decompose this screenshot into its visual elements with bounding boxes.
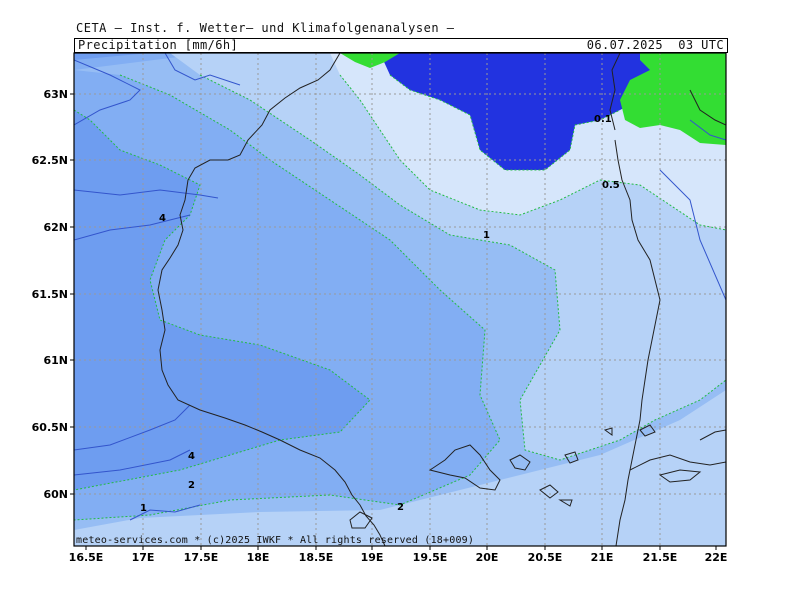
- contour-label-2-east: 2: [397, 502, 404, 513]
- contour-label-4-north: 4: [159, 213, 166, 224]
- band-deep-blue: [380, 53, 700, 170]
- copyright-footer: meteo-services.com * (c)2025 IWKF * All …: [76, 535, 475, 546]
- contour-label-0.5: 0.5: [602, 180, 620, 191]
- lon-label: 22E: [705, 551, 728, 564]
- lon-label: 21.5E: [643, 551, 678, 564]
- lat-label: 61N: [43, 354, 68, 367]
- lon-label: 17E: [132, 551, 155, 564]
- lat-label: 60.5N: [32, 421, 68, 434]
- band-dry-green-small: [340, 53, 400, 68]
- contour-label-4-south: 4: [188, 451, 195, 462]
- band-dry-green: [620, 53, 726, 145]
- latitude-labels: 63N 62.5N 62N 61.5N 61N 60.5N 60N: [32, 88, 68, 501]
- rivers: [74, 53, 726, 521]
- lat-label: 62N: [43, 221, 68, 234]
- axis-ticks: [70, 93, 717, 550]
- parameter-label: Precipitation [mm/6h]: [78, 38, 239, 52]
- contour-label-1-south: 1: [140, 503, 147, 514]
- lat-lon-grid: [74, 53, 726, 546]
- valid-time-label: 06.07.2025 03 UTC: [586, 38, 724, 52]
- band-light-south: [74, 390, 726, 546]
- lon-label: 20E: [476, 551, 499, 564]
- contour-label-0.1: 0.1: [594, 114, 612, 125]
- contour-label-1-north: 1: [483, 230, 490, 241]
- lat-label: 60N: [43, 488, 68, 501]
- lon-label: 17.5E: [184, 551, 219, 564]
- lon-label: 20.5E: [528, 551, 563, 564]
- lon-label: 19E: [361, 551, 384, 564]
- lat-label: 62.5N: [32, 154, 68, 167]
- lon-label: 18.5E: [299, 551, 334, 564]
- lon-label: 18E: [247, 551, 270, 564]
- longitude-labels: 16.5E 17E 17.5E 18E 18.5E 19E 19.5E 20E …: [69, 551, 728, 564]
- contour-labels: 0.1 0.5 1 1 2 2 4 4: [140, 114, 620, 514]
- lon-label: 16.5E: [69, 551, 104, 564]
- map-field: 0.1 0.5 1 1 2 2 4 4: [74, 53, 726, 546]
- lon-label: 19.5E: [413, 551, 448, 564]
- chart-title: CETA — Inst. f. Wetter— und Klimafolgena…: [76, 21, 455, 35]
- lat-label: 63N: [43, 88, 68, 101]
- contour-label-2-west: 2: [188, 480, 195, 491]
- lon-label: 21E: [591, 551, 614, 564]
- coastlines: [157, 53, 726, 546]
- map-frame: [73, 52, 727, 547]
- lat-label: 61.5N: [32, 288, 68, 301]
